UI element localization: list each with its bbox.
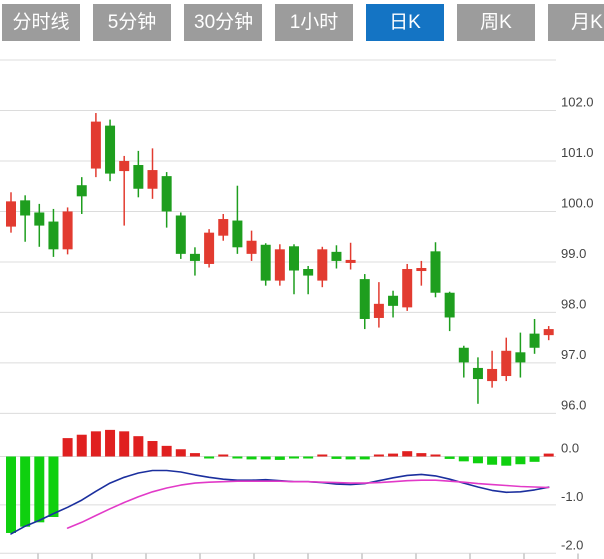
tab-5min[interactable]: 5分钟	[93, 4, 171, 41]
svg-text:100.0: 100.0	[561, 195, 594, 210]
svg-text:96.0: 96.0	[561, 397, 586, 412]
svg-text:101.0: 101.0	[561, 145, 594, 160]
macd-histogram	[6, 429, 554, 533]
svg-text:98.0: 98.0	[561, 296, 586, 311]
period-tabbar: 分时线 5分钟 30分钟 1小时 日K 周K 月K	[2, 4, 604, 41]
svg-text:-1.0: -1.0	[561, 489, 583, 504]
tab-monthly-k[interactable]: 月K	[548, 4, 604, 41]
tab-weekly-k[interactable]: 周K	[457, 4, 535, 41]
tab-timeline[interactable]: 分时线	[2, 4, 80, 41]
tab-daily-k[interactable]: 日K	[366, 4, 444, 41]
tab-1hour[interactable]: 1小时	[275, 4, 353, 41]
x-axis-ticks	[37, 553, 579, 559]
candles-layer	[6, 113, 554, 404]
dif-line	[10, 469, 550, 535]
svg-text:0.0: 0.0	[561, 441, 579, 456]
gridlines-layer	[0, 59, 556, 554]
tab-30min[interactable]: 30分钟	[184, 4, 262, 41]
svg-text:99.0: 99.0	[561, 246, 586, 261]
svg-text:-2.0: -2.0	[561, 537, 583, 552]
svg-text:102.0: 102.0	[561, 95, 594, 110]
dea-line	[66, 479, 550, 529]
svg-text:97.0: 97.0	[561, 347, 586, 362]
y-axis-labels: 102.0 101.0 100.0 99.0 98.0 97.0 96.0 0.0 -1.0 -2…	[561, 95, 594, 553]
